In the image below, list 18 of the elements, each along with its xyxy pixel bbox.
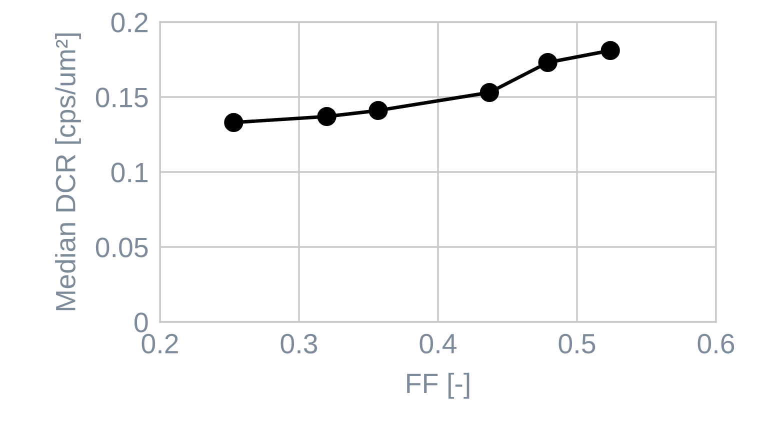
- point: [317, 106, 336, 126]
- x-tick-label: 0.4: [420, 334, 456, 354]
- y-axis-title: Median DCR [cps/um²]: [55, 34, 81, 310]
- point: [224, 112, 244, 132]
- y-tick-label: 0.05: [96, 238, 148, 258]
- x-tick-label: 0.5: [558, 334, 596, 354]
- y-tick-label: 0.15: [96, 88, 148, 108]
- y-tick-label: 0.1: [111, 162, 148, 182]
- y-tick-label: 0.2: [111, 12, 148, 32]
- x-tick-label: 0.6: [698, 334, 734, 354]
- point: [600, 40, 620, 60]
- y-tick-label: 0: [134, 312, 148, 332]
- point: [538, 52, 558, 72]
- x-tick-label: 0.3: [280, 334, 318, 354]
- point: [368, 100, 388, 120]
- x-axis-title: FF [-]: [407, 372, 470, 399]
- x-tick-label: 0.2: [142, 334, 178, 354]
- point: [480, 82, 499, 102]
